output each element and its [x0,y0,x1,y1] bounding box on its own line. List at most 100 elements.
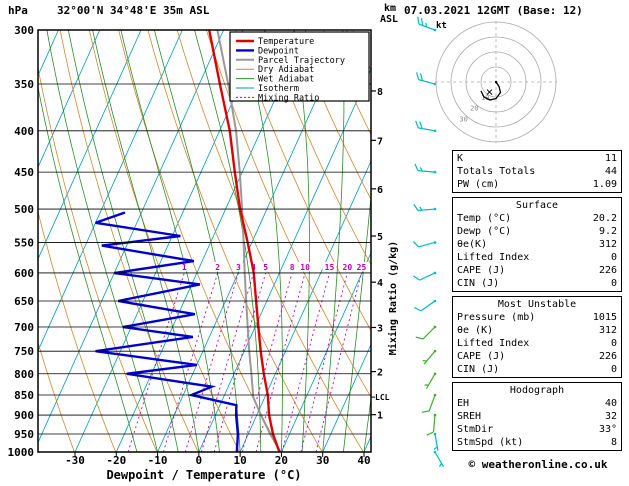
wind-barb [421,393,437,413]
stats-label: StmDir [457,424,494,435]
svg-text:Wet Adiabat: Wet Adiabat [258,75,314,85]
svg-text:Isotherm: Isotherm [258,84,299,94]
x-axis-label: Dewpoint / Temperature (°C) [106,468,301,482]
stats-value: 0 [610,338,617,349]
stats-label: PW (cm) [457,179,500,190]
wind-barb [422,349,437,365]
stats-row: θe(K) 312 [457,238,617,251]
legend-item: Isotherm [236,84,299,94]
wind-barb [433,432,439,451]
stats-box: Surface Temp (°C) 20.2 Dewp (°C) 9.2 θe(K) 312… [452,197,622,292]
stats-row: CIN (J) 0 [457,277,617,290]
stats-row: StmDir 33° [457,423,617,436]
svg-text:950: 950 [14,428,34,441]
stats-panel: K 11 Totals Totals 44 PW (cm) 1.09 Surface Temp… [452,150,622,455]
svg-text:5: 5 [377,232,383,243]
svg-text:850: 850 [14,389,34,402]
wind-barb [415,120,437,133]
stats-row: Lifted Index 0 [457,337,617,350]
stats-label: θe (K) [457,325,494,336]
svg-text:7: 7 [377,136,383,147]
stats-value: 226 [598,265,617,276]
wind-barb [413,271,437,281]
legend-item: Dewpoint [236,46,299,56]
hodograph-trace [480,80,502,101]
svg-text:650: 650 [14,295,34,308]
stats-label: SREH [457,411,482,422]
stats-label: CAPE (J) [457,351,506,362]
svg-text:4: 4 [377,278,383,289]
stats-label: Lifted Index [457,338,530,349]
svg-text:15: 15 [325,263,335,272]
stats-row: SREH 32 [457,410,617,423]
plot-field: 1 2 3 4 5 8 10 15 20 2530035040045050055060065070… [8,24,390,467]
svg-text:20: 20 [275,454,288,467]
stats-label: CAPE (J) [457,265,506,276]
svg-text:Temperature: Temperature [258,37,314,47]
stats-box: Most Unstable Pressure (mb) 1015 θe (K) 312 L… [452,296,622,378]
stats-row: CIN (J) 0 [457,363,617,376]
stats-row: K 11 [457,152,617,165]
svg-text:5: 5 [263,263,268,272]
svg-text:3: 3 [236,263,241,272]
legend-item: Temperature [236,37,314,47]
stats-box-title: Most Unstable [497,299,577,310]
pressure-gridlines: 300 350 400 450 500 550 600 650 700 750 800 850 900 9… [8,24,371,459]
svg-text:800: 800 [14,368,34,381]
wind-barb-column [412,16,445,468]
dewpoint-line [95,211,240,452]
svg-text:20: 20 [470,105,478,113]
svg-text:Dry Adiabat: Dry Adiabat [258,65,314,75]
stats-row: StmSpd (kt) 8 [457,436,617,449]
asl-axis-label: ASL [380,14,398,25]
storm-motion-marker [486,89,493,95]
svg-text:-20: -20 [106,454,126,467]
svg-text:10: 10 [234,454,247,467]
svg-text:6: 6 [377,185,383,196]
stats-value: 9.2 [598,226,617,237]
stats-box: Hodograph EH 40 SREH 32 StmDir 33° StmSpd (kt) 8 [452,382,622,451]
stats-value: 11 [604,153,617,164]
stats-row: Totals Totals 44 [457,165,617,178]
legend-item: Mixing Ratio [236,93,319,103]
legend-item: Parcel Trajectory [236,56,345,66]
svg-text:3: 3 [377,323,383,334]
svg-text:20: 20 [343,263,353,272]
dry-adiabat-lines [38,30,371,452]
wind-barb [414,299,437,312]
pressure-unit-label: hPa [8,4,28,17]
stats-label: Dewp (°C) [457,226,512,237]
stats-row: Pressure (mb) 1015 [457,311,617,324]
wind-barb [433,450,445,468]
svg-text:Dewpoint: Dewpoint [258,46,299,56]
wind-barb [413,204,437,212]
mixing-ratio-axis-label: Mixing Ratio (g/kg) [387,241,399,355]
stats-value: 20.2 [592,213,617,224]
svg-text:450: 450 [14,166,34,179]
stats-label: CIN (J) [457,278,500,289]
stats-label: Lifted Index [457,252,530,263]
stats-row: EH 40 [457,397,617,410]
stats-value: 312 [598,239,617,250]
stats-value: 40 [604,398,617,409]
copyright: © weatheronline.co.uk [468,458,608,471]
svg-text:700: 700 [14,321,34,334]
wind-barb [417,16,437,32]
svg-text:Mixing Ratio: Mixing Ratio [258,93,319,103]
stats-label: K [457,153,464,164]
km-axis-label: km [384,3,396,14]
run-datetime: 07.03.2021 12GMT (Base: 12) [404,4,583,17]
svg-text:40: 40 [357,454,370,467]
stats-label: EH [457,398,470,409]
svg-text:8: 8 [290,263,295,272]
stats-label: Pressure (mb) [457,312,536,323]
svg-text:300: 300 [14,24,34,37]
wind-barb [414,163,437,174]
svg-text:350: 350 [14,78,34,91]
stats-value: 0 [610,278,617,289]
stats-row: CAPE (J) 226 [457,350,617,363]
